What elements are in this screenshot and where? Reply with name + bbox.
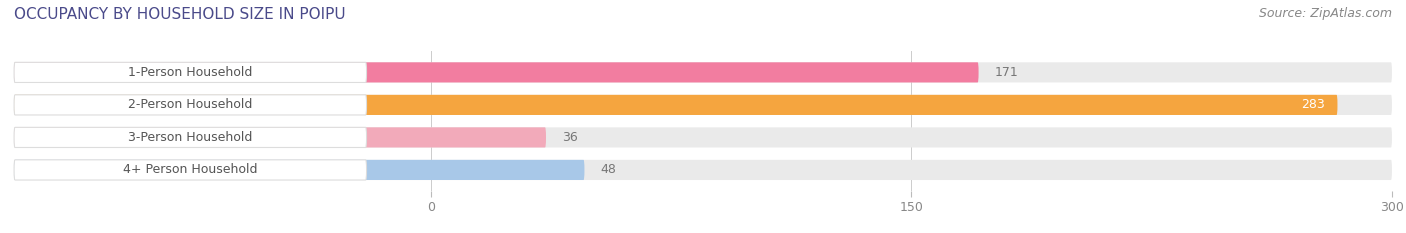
FancyBboxPatch shape xyxy=(14,127,546,147)
FancyBboxPatch shape xyxy=(14,127,367,147)
Text: Source: ZipAtlas.com: Source: ZipAtlas.com xyxy=(1258,7,1392,20)
FancyBboxPatch shape xyxy=(14,127,1392,147)
Text: OCCUPANCY BY HOUSEHOLD SIZE IN POIPU: OCCUPANCY BY HOUSEHOLD SIZE IN POIPU xyxy=(14,7,346,22)
FancyBboxPatch shape xyxy=(14,160,367,180)
FancyBboxPatch shape xyxy=(14,62,1392,82)
FancyBboxPatch shape xyxy=(14,95,367,115)
FancyBboxPatch shape xyxy=(14,95,1392,115)
Text: 48: 48 xyxy=(600,163,616,176)
Text: 1-Person Household: 1-Person Household xyxy=(128,66,253,79)
FancyBboxPatch shape xyxy=(14,160,585,180)
Text: 171: 171 xyxy=(994,66,1018,79)
FancyBboxPatch shape xyxy=(14,160,1392,180)
Text: 4+ Person Household: 4+ Person Household xyxy=(124,163,257,176)
Text: 283: 283 xyxy=(1301,98,1324,111)
Text: 3-Person Household: 3-Person Household xyxy=(128,131,253,144)
FancyBboxPatch shape xyxy=(14,95,1337,115)
FancyBboxPatch shape xyxy=(14,62,367,82)
FancyBboxPatch shape xyxy=(14,62,979,82)
Text: 36: 36 xyxy=(562,131,578,144)
Text: 2-Person Household: 2-Person Household xyxy=(128,98,253,111)
